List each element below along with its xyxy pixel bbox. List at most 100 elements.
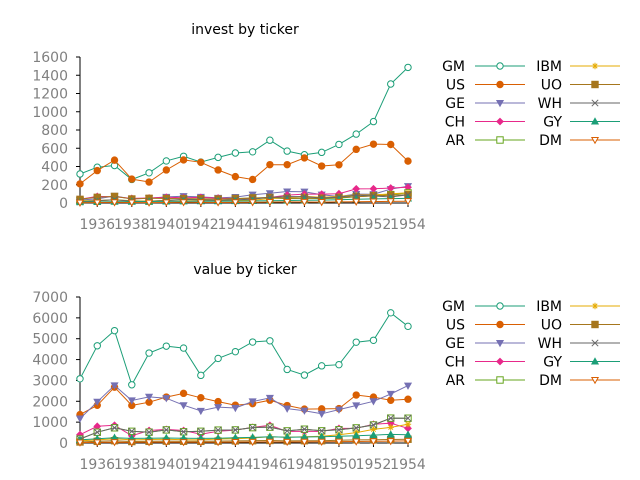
legend-label: GE <box>445 96 465 112</box>
data-point <box>196 407 205 416</box>
series-gm <box>76 309 412 389</box>
data-point <box>369 421 378 429</box>
data-point <box>145 428 153 436</box>
data-point <box>93 199 102 207</box>
data-point <box>93 166 101 175</box>
data-point <box>231 199 240 207</box>
x-tick-label: 1936 <box>79 457 115 473</box>
chart-title: invest by ticker <box>191 22 299 38</box>
legend-label: GY <box>543 115 562 131</box>
data-point <box>300 371 309 379</box>
data-point <box>76 375 84 383</box>
data-point <box>179 402 188 410</box>
legend-label: AR <box>446 373 466 389</box>
x-tick-label: 1950 <box>321 457 357 473</box>
data-point <box>248 199 257 207</box>
y-tick-label: 1200 <box>32 87 68 103</box>
y-tick-label: 0 <box>59 196 68 212</box>
data-point <box>386 198 395 206</box>
legend-item-uo: UO <box>541 318 620 334</box>
data-point <box>283 365 291 374</box>
legend-label: DM <box>539 373 562 389</box>
x-tick-label: 1948 <box>287 217 323 233</box>
chart-value-by-ticker: value by ticker 0 1000 2000 3000 4000 5000 600… <box>32 262 620 473</box>
data-point <box>231 404 240 413</box>
series-line <box>79 433 409 441</box>
data-point <box>197 427 205 435</box>
legend-item-ar: AR <box>446 133 525 149</box>
legend-marker <box>496 357 504 366</box>
data-point <box>179 344 188 352</box>
y-tick-label: 2000 <box>32 394 68 410</box>
data-point <box>214 199 223 207</box>
data-point <box>300 425 308 433</box>
legend-marker <box>496 80 504 89</box>
legend-marker <box>591 80 599 89</box>
data-point <box>110 156 119 164</box>
legend-item-uo: UO <box>541 78 620 94</box>
data-point <box>300 407 309 415</box>
series-layer <box>75 309 413 447</box>
data-point <box>335 140 343 149</box>
data-point <box>352 130 360 138</box>
legend-marker <box>591 99 599 107</box>
data-point <box>334 406 343 414</box>
legend-marker <box>496 320 504 329</box>
data-point <box>265 438 274 447</box>
data-point <box>266 423 274 431</box>
legend-label: IBM <box>536 59 562 75</box>
y-tick-label: 5000 <box>32 332 68 348</box>
data-point <box>403 382 413 390</box>
legend-label: CH <box>445 115 465 131</box>
legend-marker <box>591 302 599 310</box>
data-point <box>214 166 222 174</box>
x-tick-label: 1954 <box>390 457 426 473</box>
legend-item-ch: CH <box>445 355 525 371</box>
legend-item-ibm: IBM <box>536 59 620 75</box>
legend-marker <box>590 357 600 365</box>
chart-title: value by ticker <box>193 262 297 278</box>
data-point <box>162 166 171 174</box>
data-point <box>403 430 413 438</box>
data-point <box>145 439 154 447</box>
data-point <box>335 426 343 434</box>
data-point <box>110 199 119 207</box>
data-point <box>75 415 85 423</box>
legend-marker <box>591 320 599 329</box>
data-point <box>179 156 188 164</box>
data-point <box>352 145 360 154</box>
data-point <box>387 414 395 422</box>
data-point <box>76 180 84 188</box>
data-point <box>93 439 102 447</box>
series-ch <box>76 419 412 440</box>
x-tick-label: 1948 <box>287 457 323 473</box>
data-point <box>404 157 412 165</box>
legend-item-wh: WH <box>538 336 620 352</box>
data-point <box>128 175 136 183</box>
data-point <box>266 160 274 169</box>
data-point <box>162 426 170 434</box>
data-point <box>197 371 205 380</box>
data-point <box>162 439 171 447</box>
legend-label: CH <box>445 355 465 371</box>
data-point <box>110 326 119 335</box>
data-point <box>352 424 360 432</box>
legend-item-ar: AR <box>446 373 525 389</box>
legend-label: IBM <box>536 299 562 315</box>
data-point <box>231 347 240 356</box>
data-point <box>145 393 154 402</box>
legend-marker <box>590 136 600 145</box>
data-point <box>352 198 361 206</box>
data-point <box>317 410 326 419</box>
data-point <box>369 430 378 439</box>
chart-invest-by-ticker: invest by ticker 0 200 400 600 800 1000 1200 14… <box>32 22 620 233</box>
legend-marker <box>496 117 504 126</box>
x-tick-label: 1942 <box>183 217 219 233</box>
data-point <box>162 157 171 165</box>
data-point <box>387 140 395 149</box>
legend-label: WH <box>538 96 562 112</box>
data-point <box>110 382 119 390</box>
legend-label: US <box>446 318 465 334</box>
series-ge <box>75 382 413 423</box>
